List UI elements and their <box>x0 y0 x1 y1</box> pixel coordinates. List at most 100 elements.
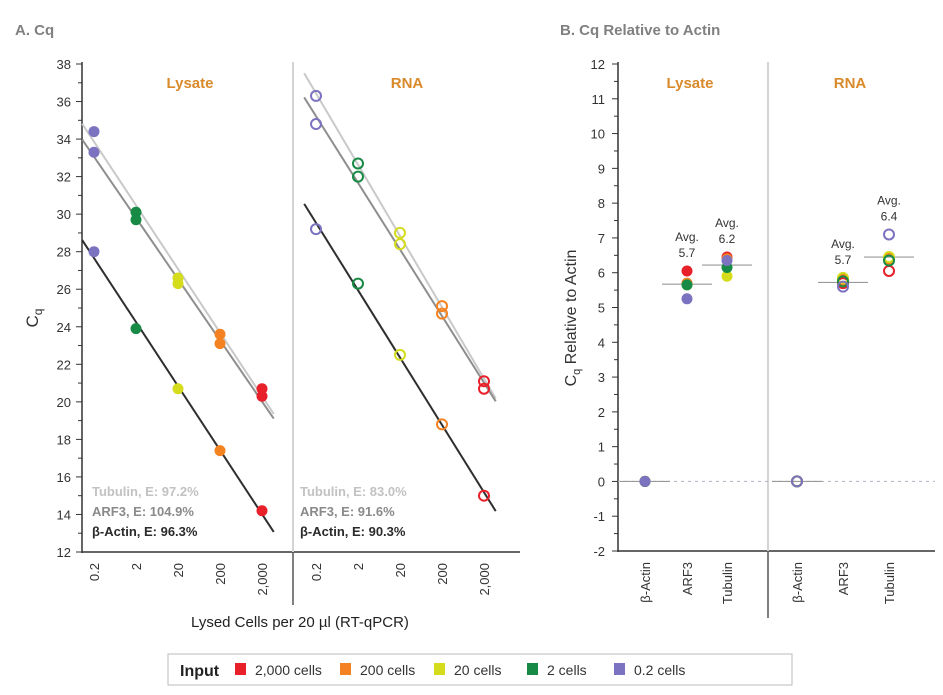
data-point <box>436 300 448 313</box>
data-point <box>883 251 895 264</box>
legend-box <box>167 653 793 686</box>
x-tick-label: 2 <box>129 563 144 570</box>
x-tick-label: 2 <box>351 563 366 570</box>
data-point <box>721 255 733 267</box>
panel-b-lysate: Lysate β-Actin ARF3 Avg. 5.7 Tubulin Avg. 6.2 <box>620 75 752 604</box>
y-tick-label: 8 <box>598 196 605 211</box>
x-tick-label: 2,000 <box>477 563 492 596</box>
category-label: Tubulin <box>720 562 735 604</box>
y-tick-label: 4 <box>598 335 605 350</box>
data-point <box>837 271 849 284</box>
legend-swatch <box>235 663 246 675</box>
y-tick-label: 7 <box>598 231 605 246</box>
y-tick-label: 30 <box>57 207 71 222</box>
data-point <box>172 278 184 290</box>
y-tick-label: 20 <box>57 395 71 410</box>
data-point <box>681 265 693 277</box>
data-point <box>478 489 490 502</box>
data-point <box>172 383 184 395</box>
legend-title: Input <box>180 663 220 680</box>
y-tick-label: 32 <box>57 170 71 185</box>
data-point <box>394 238 406 251</box>
data-point <box>88 146 100 158</box>
panel-label: RNA <box>834 75 867 92</box>
y-tick-label: 3 <box>598 370 605 385</box>
legend-swatch <box>527 663 538 675</box>
data-point <box>478 382 490 395</box>
panel-a: A. Cq1214161820222426283032343638CqLysed… <box>15 22 520 631</box>
average-label: 6.4 <box>881 209 898 223</box>
category-label: ARF3 <box>836 562 851 595</box>
x-axis-label: Lysed Cells per 20 µl (RT-qPCR) <box>191 614 409 631</box>
y-tick-label: 36 <box>57 95 71 110</box>
x-tick-label: 0.2 <box>87 563 102 581</box>
data-point <box>352 277 364 290</box>
y-tick-label: 11 <box>592 92 606 107</box>
data-point <box>310 118 322 131</box>
x-tick-label: 2,000 <box>255 563 270 596</box>
legend-item-label: 200 cells <box>360 662 415 678</box>
y-tick-label: 16 <box>57 470 71 485</box>
data-point <box>478 375 490 388</box>
data-point <box>130 323 142 335</box>
data-point <box>214 445 226 457</box>
legend-swatch <box>614 663 625 675</box>
average-label: Avg. <box>877 193 901 207</box>
category-label: Tubulin <box>882 562 897 604</box>
data-point <box>681 279 693 291</box>
data-point <box>256 505 268 517</box>
average-label: 6.2 <box>719 232 736 246</box>
legend: Input 2,000 cells 200 cells 20 cells 2 cells… <box>167 653 793 686</box>
data-point <box>214 328 226 340</box>
data-point <box>837 280 849 293</box>
y-tick-label: 26 <box>57 282 71 297</box>
efficiency-label: β-Actin, E: 96.3% <box>92 524 198 539</box>
x-tick-label: 0.2 <box>309 563 324 581</box>
y-tick-label: 9 <box>598 161 605 176</box>
category-label: β-Actin <box>790 562 805 603</box>
y-tick-label: 14 <box>57 507 71 522</box>
y-tick-label: 2 <box>598 405 605 420</box>
efficiency-label: Tubulin, E: 97.2% <box>92 484 199 499</box>
data-point <box>310 89 322 102</box>
y-tick-label: 28 <box>57 245 71 260</box>
data-point <box>436 418 448 431</box>
data-point <box>130 214 142 226</box>
average-label: 5.7 <box>679 246 696 260</box>
average-label: 5.7 <box>835 253 852 267</box>
fit-line-tubulin <box>81 123 275 415</box>
panel-a-lysate: Lysate 0.2 2 20 200 2,000 Tubulin, E: 97.2% ARF… <box>81 75 275 596</box>
y-tick-label: 18 <box>57 432 71 447</box>
y-tick-label: -2 <box>593 544 605 559</box>
fit-line-tubulin <box>303 72 497 399</box>
x-tick-label: 200 <box>213 563 228 585</box>
legend-item-label: 20 cells <box>454 662 501 678</box>
average-label: Avg. <box>715 216 739 230</box>
data-point <box>88 126 100 138</box>
y-tick-label: 38 <box>57 57 71 72</box>
efficiency-label: ARF3, E: 104.9% <box>92 504 194 519</box>
legend-item-label: 2 cells <box>547 662 587 678</box>
data-point <box>394 348 406 361</box>
y-tick-label: 34 <box>57 132 71 147</box>
panel-a-title: A. Cq <box>15 22 54 39</box>
efficiency-label: ARF3, E: 91.6% <box>300 504 395 519</box>
y-axis-label: Cq Relative to Actin <box>563 250 583 387</box>
data-point <box>639 475 651 487</box>
y-tick-label: 24 <box>57 320 71 335</box>
y-tick-label: 22 <box>57 357 71 372</box>
data-point <box>721 270 733 282</box>
y-tick-label: 10 <box>591 127 605 142</box>
x-tick-label: 20 <box>393 563 408 577</box>
y-tick-label: 0 <box>598 474 605 489</box>
data-point <box>394 226 406 239</box>
y-tick-label: -1 <box>593 509 605 524</box>
fit-line-actin <box>303 203 497 512</box>
data-point <box>883 254 895 267</box>
data-point <box>883 264 895 277</box>
panel-a-rna: RNA 0.2 2 20 200 2,000 Tubulin, E: 83.0% ARF3, … <box>300 72 497 596</box>
panel-b-title: B. Cq Relative to Actin <box>560 22 720 39</box>
data-point <box>436 307 448 320</box>
average-label: Avg. <box>831 237 855 251</box>
